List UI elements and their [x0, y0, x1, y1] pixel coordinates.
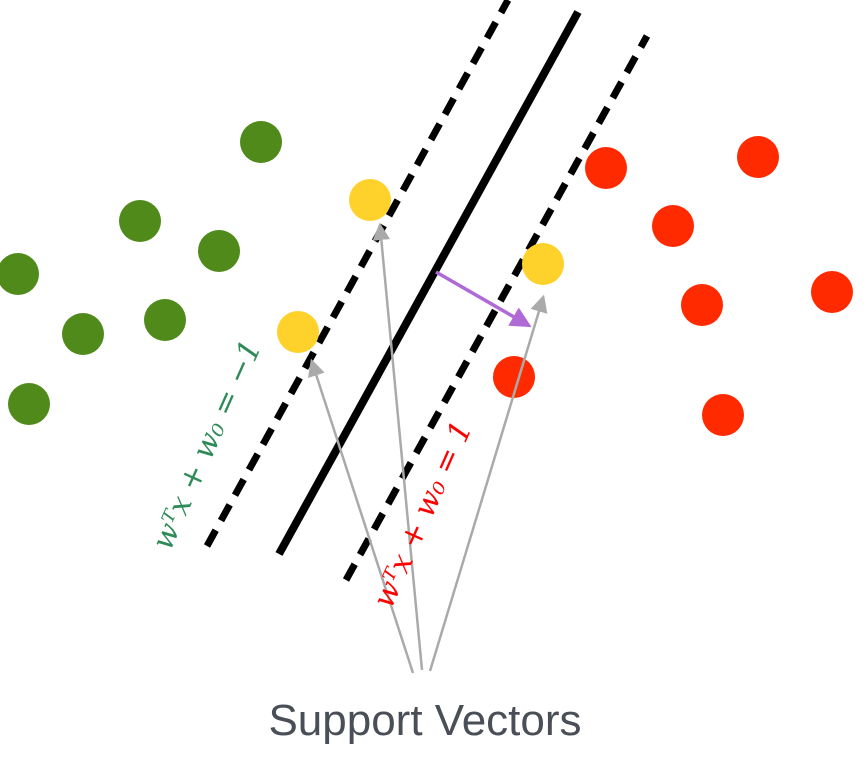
- negative-class-point: [144, 299, 186, 341]
- negative-class-point: [8, 383, 50, 425]
- negative-margin-line: [203, 0, 512, 548]
- negative-class-point: [240, 121, 282, 163]
- support-vector-pointer: [372, 222, 424, 671]
- negative-class-point: [119, 200, 161, 242]
- positive-margin-line: [342, 34, 651, 582]
- normal-vector-arrow: [435, 270, 532, 328]
- support-vector-pointer: [428, 294, 548, 672]
- negative-class-point: [198, 230, 240, 272]
- positive-class-point: [702, 394, 744, 436]
- decision-boundary-line: [275, 10, 582, 556]
- positive-class-point: [493, 356, 535, 398]
- support-vector-point: [349, 179, 391, 221]
- negative-margin-label: wᵀx + w₀ = −1: [145, 335, 269, 555]
- support-vector-pointer: [308, 358, 415, 674]
- support-vector-point: [277, 311, 319, 353]
- support-vector-points: [277, 179, 564, 353]
- positive-class-point: [652, 205, 694, 247]
- negative-class-point: [0, 253, 39, 295]
- negative-class-point: [62, 313, 104, 355]
- negative-class-points: [0, 121, 282, 425]
- positive-class-points: [493, 136, 853, 436]
- support-vector-point: [522, 243, 564, 285]
- positive-class-point: [737, 136, 779, 178]
- positive-class-point: [681, 284, 723, 326]
- support-vectors-caption: Support Vectors: [268, 696, 581, 745]
- positive-class-point: [811, 271, 853, 313]
- positive-class-point: [585, 147, 627, 189]
